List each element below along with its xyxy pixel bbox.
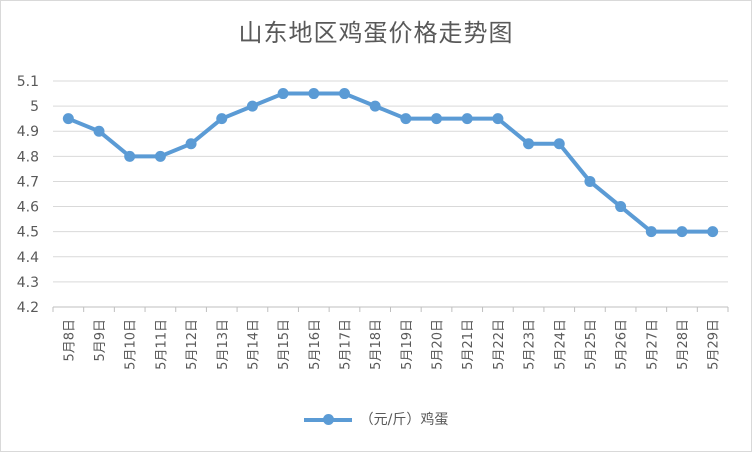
data-point [400, 113, 412, 125]
x-tick-label: 5月10日 [124, 319, 139, 370]
data-point [124, 150, 136, 162]
x-tick-label: 5月14日 [246, 319, 261, 370]
data-point [461, 113, 473, 125]
data-point [62, 113, 74, 125]
legend: （元/斤）鸡蛋 [1, 409, 751, 429]
data-point [431, 113, 443, 125]
x-tick-label: 5月28日 [676, 319, 691, 370]
y-tick-label: 4.5 [17, 225, 39, 241]
data-point [93, 125, 105, 137]
chart-title: 山东地区鸡蛋价格走势图 [238, 19, 514, 47]
data-point [246, 100, 258, 112]
y-tick-label: 4.6 [17, 200, 39, 216]
y-tick-label: 5 [30, 99, 39, 115]
data-point [277, 88, 289, 100]
y-tick-label: 4.4 [17, 250, 39, 266]
y-tick-label: 4.8 [17, 149, 39, 165]
data-point [492, 113, 504, 125]
y-tick-label: 5.1 [17, 74, 39, 90]
data-point [216, 113, 228, 125]
data-point [369, 100, 381, 112]
data-point [645, 226, 657, 238]
x-tick-label: 5月20日 [431, 319, 446, 370]
x-tick-label: 5月26日 [615, 319, 630, 370]
x-tick-label: 5月15日 [277, 319, 292, 370]
data-point [615, 201, 627, 213]
x-tick-label: 5月27日 [645, 319, 660, 370]
x-tick-label: 5月8日 [62, 319, 77, 362]
data-point [308, 88, 320, 100]
x-tick-label: 5月23日 [523, 319, 538, 370]
x-tick-label: 5月21日 [461, 319, 476, 370]
y-tick-label: 4.7 [17, 174, 39, 190]
data-point [707, 226, 719, 238]
x-tick-label: 5月12日 [185, 319, 200, 370]
legend-label: （元/斤）鸡蛋 [359, 412, 449, 428]
x-tick-label: 5月17日 [338, 319, 353, 370]
series-line [66, 91, 715, 234]
x-tick-label: 5月16日 [308, 319, 323, 370]
x-tick-label: 5月19日 [400, 319, 415, 370]
data-point [523, 138, 535, 150]
y-tick-label: 4.3 [17, 275, 39, 291]
y-tick-label: 4.9 [17, 124, 39, 140]
x-tick-label: 5月25日 [584, 319, 599, 370]
x-tick-label: 5月22日 [492, 319, 507, 370]
y-tick-label: 4.2 [17, 300, 39, 316]
x-tick-label: 5月9日 [93, 319, 108, 362]
x-tick-label: 5月29日 [707, 319, 722, 370]
data-point [338, 88, 350, 100]
legend-swatch [303, 412, 352, 426]
data-point [185, 138, 197, 150]
x-tick-label: 5月18日 [369, 319, 384, 370]
x-tick-label: 5月24日 [553, 319, 568, 370]
x-tick-label: 5月11日 [154, 319, 169, 370]
data-point [584, 175, 596, 187]
x-tick-label: 5月13日 [216, 319, 231, 370]
data-point [676, 226, 688, 238]
data-point [553, 138, 565, 150]
data-point [154, 150, 166, 162]
